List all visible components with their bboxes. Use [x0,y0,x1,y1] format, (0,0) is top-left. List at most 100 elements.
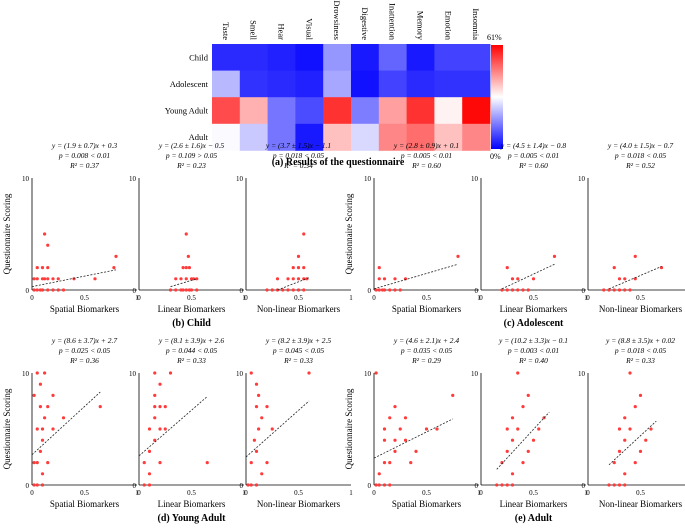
data-point [638,393,643,397]
heatmap-cell [295,97,324,125]
data-point [112,266,116,270]
data-point [270,427,274,431]
heatmap-cell [239,97,268,125]
data-point [505,288,509,292]
x-tick-label: 0 [372,489,376,497]
data-point [32,461,36,465]
p-value: p = 0.005 < 0.01 [400,151,452,160]
x-tick-label: 1 [242,489,246,497]
regression-line [31,269,117,288]
data-point [114,254,118,258]
data-point [46,243,50,247]
y-axis-label: Questionnaire Scoring [344,388,354,469]
data-point [393,405,397,409]
p-value: p = 0.035 < 0.05 [400,346,453,355]
scatter-plot: y = (4.0 ± 1.5)x − 0.7p = 0.018 < 0.05R²… [578,141,685,314]
data-point [510,483,515,487]
y-tick-label: 0 [582,482,586,490]
heatmap-cell [406,97,435,125]
data-point [153,393,157,397]
heatmap-row-label: Adolescent [170,79,209,89]
y-tick-label: 0 [26,482,30,490]
data-point [633,277,637,281]
x-tick-label: 1 [135,294,139,302]
x-axis-label: Spatial Biomarkers [50,304,120,314]
data-point [393,288,397,292]
data-point [254,483,259,487]
data-point [521,405,525,409]
data-point [623,472,627,476]
data-point [638,449,643,453]
data-point [43,416,47,420]
data-point [617,483,622,487]
data-point [254,405,259,409]
p-value: p = 0.025 < 0.05 [58,346,111,355]
data-point [451,393,455,397]
data-point [602,288,606,292]
data-point [531,277,536,281]
regression-equation: y = (8.1 ± 3.9)x + 2.6 [158,336,225,345]
data-point [38,449,43,453]
data-point [189,288,194,292]
y-tick-label: 10 [364,175,372,183]
scatter-plot: y = (8.8 ± 3.5)x + 0.02p = 0.018 < 0.05R… [578,336,685,509]
data-point [51,277,55,281]
heatmap-cell [434,44,463,71]
regression-equation: y = (4.6 ± 2.1)x + 2.4 [393,336,460,345]
data-point [382,277,387,281]
data-point [393,449,397,453]
heatmap-cell [323,44,352,71]
data-point [495,483,499,487]
heatmap-cell [434,123,463,151]
data-point [181,266,185,270]
data-point [40,427,45,431]
data-point [607,483,611,487]
regression-line [277,277,310,291]
regression-equation: y = (8.2 ± 3.9)x + 2.5 [265,336,332,345]
data-point [32,483,36,487]
regression-line [608,420,657,466]
data-point [265,461,269,465]
data-point [184,277,188,281]
data-point [612,266,616,270]
p-value: p = 0.109 > 0.05 [165,151,218,160]
panel-group-d: Questionnaire Scoring y = (8.6 ± 3.7)x + … [2,336,353,524]
heatmap-column-label: Insomnia [471,8,481,40]
scatter-panels: Questionnaire Scoring y = (1.9 ± 0.7)x + … [2,141,685,524]
x-axis-label: Linear Biomarkers [158,304,226,314]
x-tick-label: 1 [584,294,588,302]
y-axis-label: Questionnaire Scoring [2,193,12,274]
data-point [246,483,250,487]
regression-equation: y = (4.0 ± 1.5)x − 0.7 [607,141,674,150]
data-point [628,288,632,292]
data-point [40,266,45,270]
data-point [424,427,429,431]
y-tick-label: 10 [22,370,30,378]
heatmap-cell [462,44,491,71]
y-tick-label: 0 [368,482,372,490]
p-value: p = 0.018 < 0.05 [614,151,667,160]
heatmap-cell [323,70,352,98]
heatmap-cell [351,70,380,98]
data-point [260,416,264,420]
r-squared: R² = 0.52 [625,161,655,170]
data-point [291,277,295,281]
x-tick-label: 0.5 [529,489,538,497]
heatmap-cell [295,123,324,151]
data-point [500,483,504,487]
data-point [291,288,295,292]
p-value: p = 0.003 < 0.01 [507,346,559,355]
y-tick-label: 10 [471,175,479,183]
x-tick-label: 0.5 [529,294,538,302]
data-point [281,288,285,292]
data-point [249,461,253,465]
heatmap-cell [351,44,380,71]
scatter-plot: y = (1.9 ± 0.7)x + 0.3p = 0.008 < 0.01R²… [22,141,139,314]
data-point [35,277,39,281]
data-point [179,277,183,281]
data-point [32,288,36,292]
data-point [552,254,557,258]
data-point [307,371,311,375]
regression-equation: y = (2.6 ± 1.6)x − 0.5 [158,141,225,150]
heatmap-cell [462,70,491,98]
